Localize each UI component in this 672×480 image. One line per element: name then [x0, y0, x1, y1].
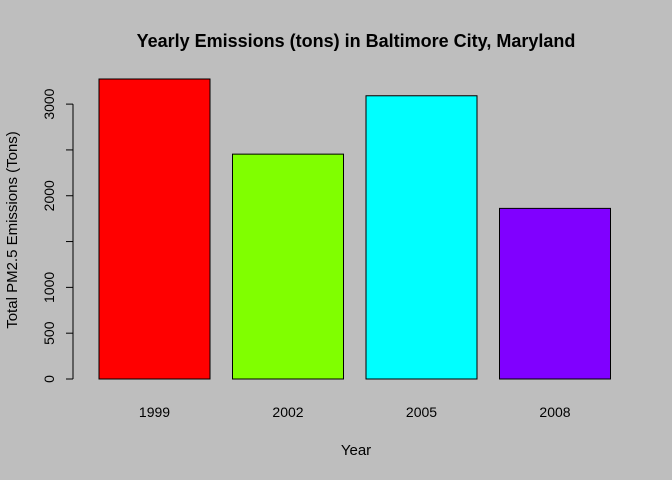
y-axis: 0 500 1000 2000 3000 — [41, 88, 74, 383]
y-tick-label: 0 — [41, 375, 57, 383]
bar-2008 — [499, 207, 611, 380]
x-tick-labels: 1999 2002 2005 2008 — [139, 404, 571, 420]
x-tick-label: 2002 — [272, 404, 303, 420]
y-axis-label: Total PM2.5 Emissions (Tons) — [4, 131, 21, 329]
bar-2005 — [365, 95, 478, 380]
bars-group — [98, 78, 611, 380]
y-tick-label: 1000 — [41, 272, 57, 303]
chart-title: Yearly Emissions (tons) in Baltimore Cit… — [137, 31, 576, 51]
bar-1999 — [98, 78, 211, 380]
bar-2002 — [232, 153, 344, 380]
x-tick-label: 2008 — [539, 404, 570, 420]
x-axis-label: Year — [341, 442, 371, 459]
y-tick-label: 3000 — [41, 88, 57, 119]
y-tick-label: 2000 — [41, 180, 57, 211]
x-tick-label: 2005 — [406, 404, 437, 420]
x-tick-label: 1999 — [139, 404, 170, 420]
y-tick-label: 500 — [41, 321, 57, 345]
